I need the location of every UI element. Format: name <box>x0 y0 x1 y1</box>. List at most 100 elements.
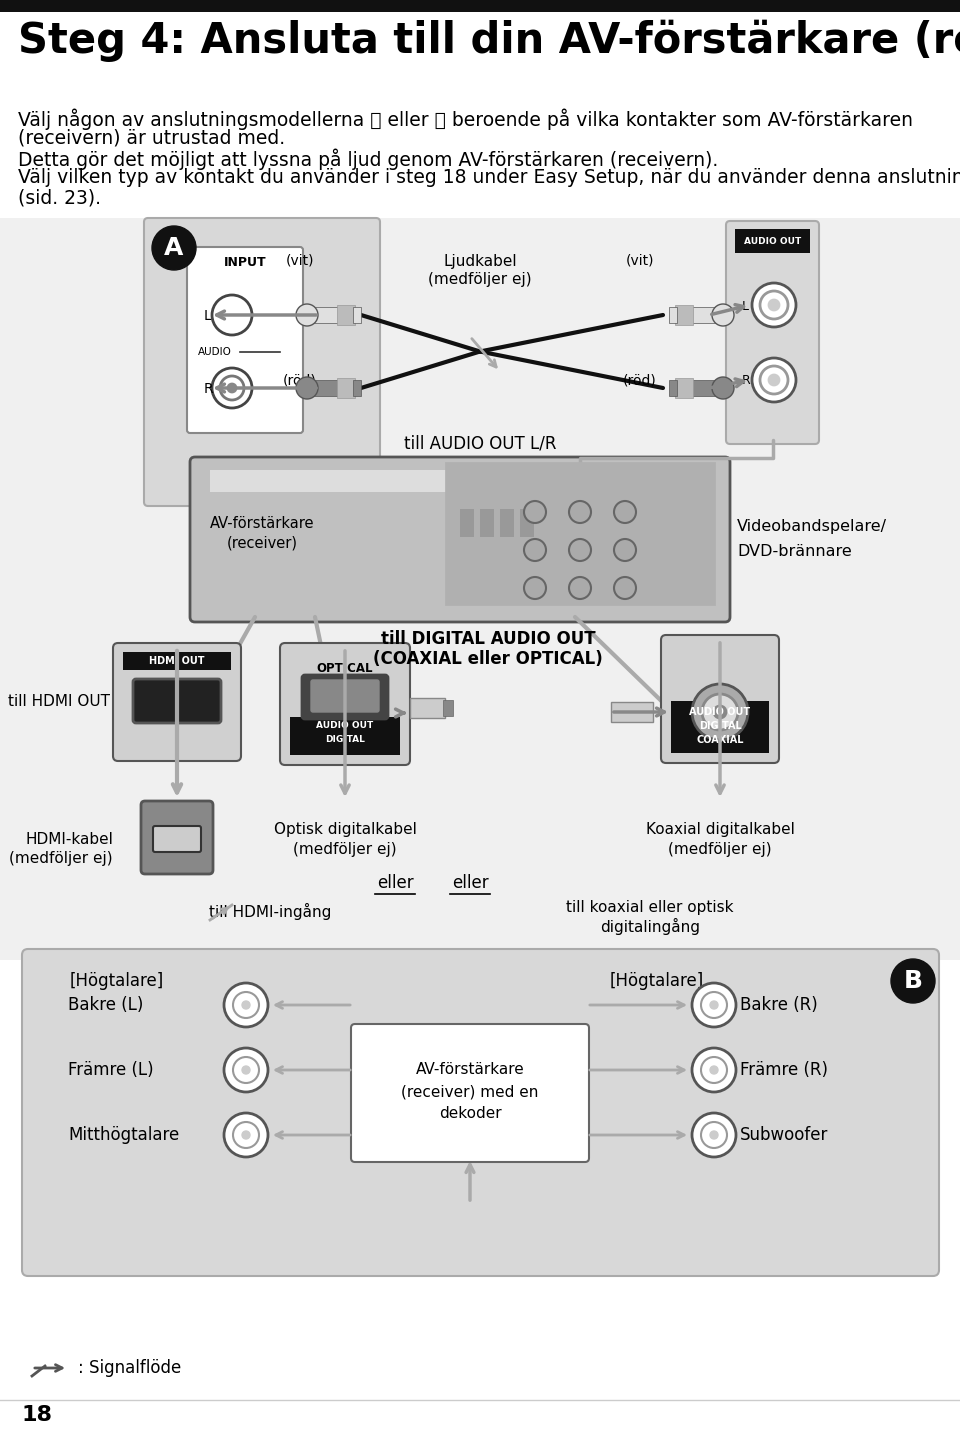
Circle shape <box>569 540 591 561</box>
Bar <box>691 380 723 396</box>
FancyBboxPatch shape <box>22 949 939 1276</box>
Circle shape <box>524 577 546 598</box>
Text: digitalingång: digitalingång <box>600 918 700 936</box>
Text: AUDIO OUT: AUDIO OUT <box>317 722 373 730</box>
Circle shape <box>152 225 196 270</box>
Bar <box>460 509 474 537</box>
FancyBboxPatch shape <box>280 643 410 765</box>
Circle shape <box>614 501 636 522</box>
Text: till AUDIO OUT L/R: till AUDIO OUT L/R <box>404 433 556 452</box>
Text: Steg 4: Ansluta till din AV-förstärkare (receiver): Steg 4: Ansluta till din AV-förstärkare … <box>18 20 960 62</box>
Circle shape <box>212 367 252 408</box>
Text: Främre (R): Främre (R) <box>740 1060 828 1079</box>
Circle shape <box>614 577 636 598</box>
Circle shape <box>614 540 636 561</box>
Text: 18: 18 <box>22 1405 53 1425</box>
Text: Koaxial digitalkabel: Koaxial digitalkabel <box>645 822 795 837</box>
Bar <box>290 718 400 755</box>
Text: (vit): (vit) <box>286 254 314 268</box>
Circle shape <box>242 1002 250 1009</box>
Text: L: L <box>204 309 212 323</box>
Circle shape <box>212 296 252 334</box>
Text: R: R <box>742 375 751 387</box>
Bar <box>671 702 769 753</box>
Text: (receivern) är utrustad med.: (receivern) är utrustad med. <box>18 128 285 146</box>
Circle shape <box>296 304 318 326</box>
Circle shape <box>752 357 796 402</box>
Bar <box>669 380 677 396</box>
Bar <box>353 380 361 396</box>
Bar <box>669 307 677 323</box>
Bar <box>410 697 445 718</box>
Bar <box>443 700 453 716</box>
FancyBboxPatch shape <box>311 680 379 712</box>
Circle shape <box>752 283 796 327</box>
Text: (vit): (vit) <box>626 254 655 268</box>
Bar <box>307 307 339 323</box>
Circle shape <box>701 992 727 1017</box>
FancyBboxPatch shape <box>187 247 303 433</box>
Text: (röd): (röd) <box>283 375 317 387</box>
Text: DVD-brännare: DVD-brännare <box>737 544 852 560</box>
Bar <box>123 651 231 670</box>
Circle shape <box>692 1114 736 1157</box>
Text: A: A <box>164 235 183 260</box>
Text: OPTICAL: OPTICAL <box>317 662 373 674</box>
Text: DIGITAL: DIGITAL <box>699 720 741 730</box>
Text: R: R <box>204 382 214 396</box>
Text: [Högtalare]: [Högtalare] <box>610 971 705 990</box>
Text: (receiver) med en: (receiver) med en <box>401 1085 539 1099</box>
Text: Främre (L): Främre (L) <box>68 1060 154 1079</box>
Circle shape <box>524 501 546 522</box>
Bar <box>445 462 715 606</box>
Circle shape <box>710 1131 718 1139</box>
Circle shape <box>702 695 738 730</box>
Circle shape <box>220 303 244 327</box>
FancyBboxPatch shape <box>113 643 241 761</box>
Text: Bakre (L): Bakre (L) <box>68 996 143 1015</box>
Text: (sid. 23).: (sid. 23). <box>18 188 101 207</box>
Text: COAXIAL: COAXIAL <box>696 735 744 745</box>
Circle shape <box>701 1058 727 1083</box>
Bar <box>675 377 693 397</box>
Circle shape <box>692 1048 736 1092</box>
Text: till DIGITAL AUDIO OUT: till DIGITAL AUDIO OUT <box>381 630 595 649</box>
Circle shape <box>769 375 779 385</box>
Text: AV-förstärkare: AV-förstärkare <box>209 517 314 531</box>
Circle shape <box>224 1048 268 1092</box>
FancyBboxPatch shape <box>141 801 213 874</box>
Text: B: B <box>903 969 923 993</box>
Text: Bakre (R): Bakre (R) <box>740 996 818 1015</box>
Bar <box>337 377 355 397</box>
Text: (röd): (röd) <box>623 375 657 387</box>
Text: Optisk digitalkabel: Optisk digitalkabel <box>274 822 417 837</box>
FancyBboxPatch shape <box>153 827 201 852</box>
Bar <box>480 509 494 537</box>
Circle shape <box>224 983 268 1027</box>
FancyBboxPatch shape <box>661 636 779 763</box>
Circle shape <box>891 959 935 1003</box>
Circle shape <box>760 291 788 319</box>
Bar <box>675 306 693 324</box>
Circle shape <box>233 1058 259 1083</box>
Text: (medföljer ej): (medföljer ej) <box>293 842 396 857</box>
Bar <box>337 306 355 324</box>
Bar <box>735 230 810 253</box>
Circle shape <box>760 366 788 395</box>
Bar <box>520 509 534 537</box>
FancyBboxPatch shape <box>302 674 388 719</box>
Bar <box>210 471 710 492</box>
Text: (receiver): (receiver) <box>227 537 298 551</box>
Text: AUDIO OUT: AUDIO OUT <box>689 707 751 718</box>
Bar <box>0 0 960 11</box>
Circle shape <box>712 377 734 399</box>
Text: eller: eller <box>452 874 489 893</box>
Circle shape <box>220 376 244 400</box>
Bar <box>611 702 653 722</box>
Text: (medföljer ej): (medföljer ej) <box>668 842 772 857</box>
Text: : Signalflöde: : Signalflöde <box>78 1359 181 1378</box>
Bar <box>500 509 514 537</box>
Text: INPUT: INPUT <box>224 255 266 268</box>
Circle shape <box>228 385 236 392</box>
Bar <box>691 307 723 323</box>
